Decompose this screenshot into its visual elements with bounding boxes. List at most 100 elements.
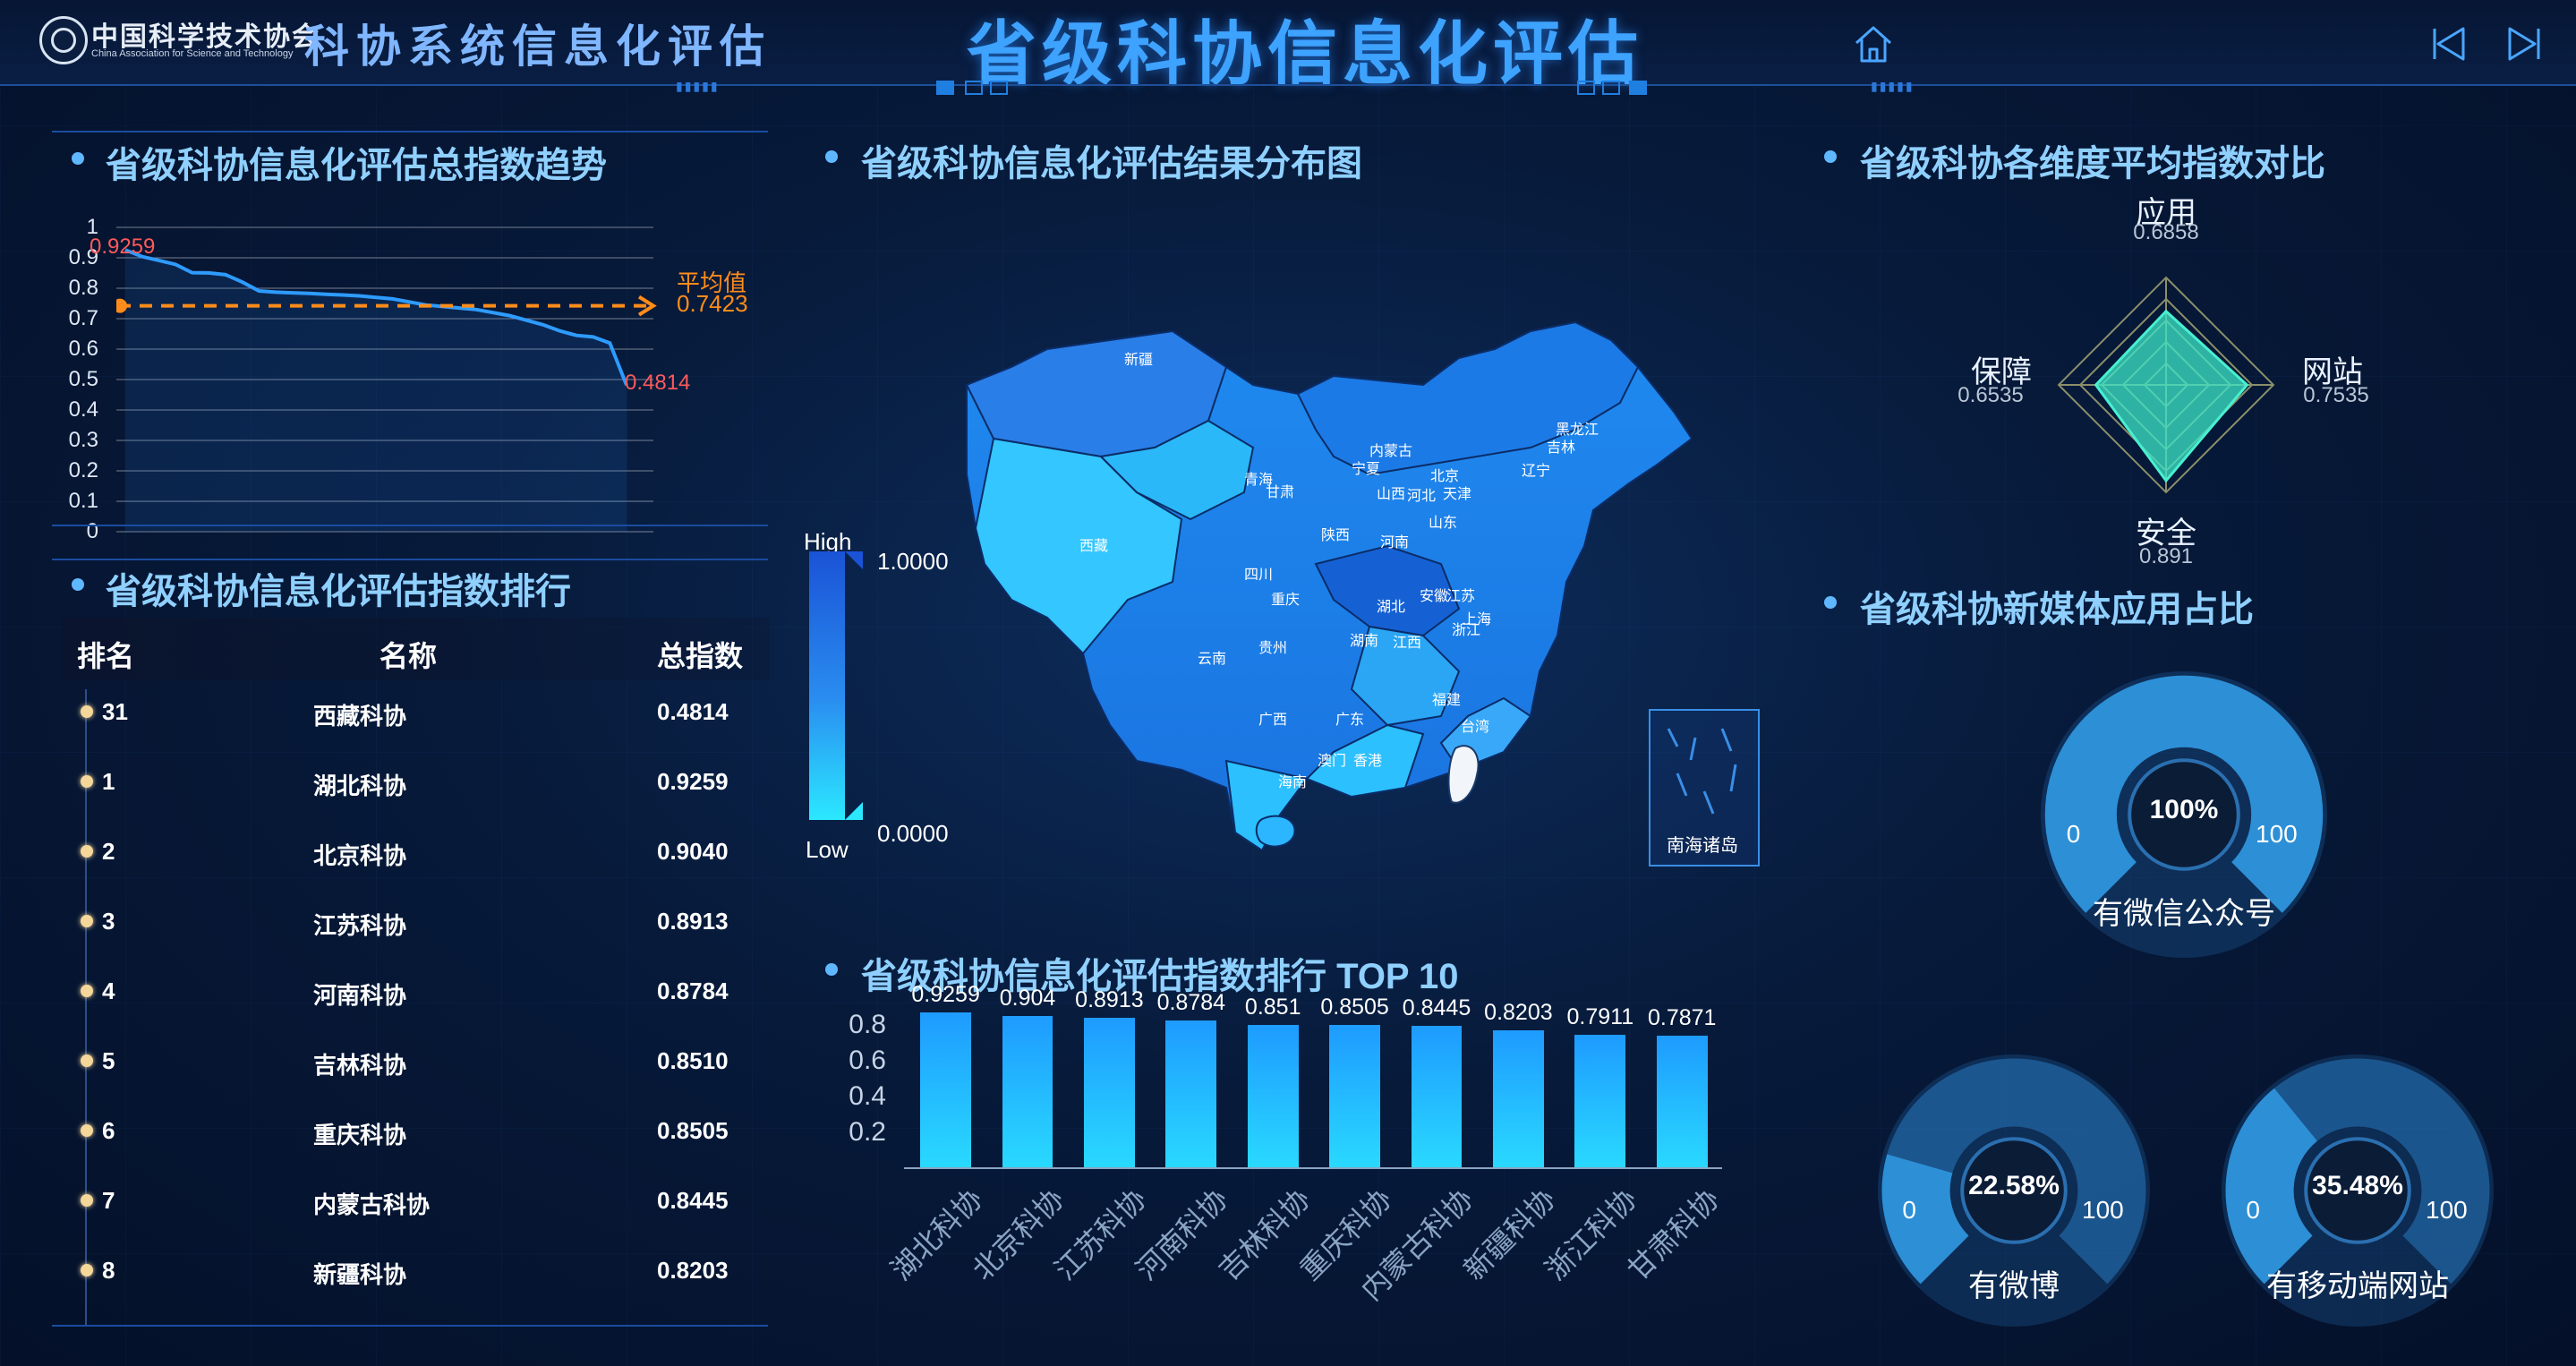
gauge: 22.58% 0 100 有微博 bbox=[1869, 1046, 2159, 1336]
name-cell: 河南科协 bbox=[313, 982, 407, 1009]
gauge-dial bbox=[1878, 1054, 2150, 1327]
org-name: 中国科学技术协会 bbox=[91, 21, 320, 53]
table-row[interactable]: 5 吉林科协 0.8510 bbox=[63, 1046, 770, 1090]
map-label-fujian: 福建 bbox=[1432, 693, 1462, 708]
rank-cell: 3 bbox=[102, 908, 115, 935]
rank-dot-icon bbox=[81, 775, 93, 788]
header-deco-square bbox=[936, 81, 954, 95]
top10-bar[interactable] bbox=[920, 1012, 971, 1167]
top10-bar[interactable] bbox=[1002, 1015, 1053, 1167]
name-cell: 新疆科协 bbox=[313, 1261, 407, 1288]
top10-bar[interactable] bbox=[1329, 1024, 1380, 1167]
rank-dot-icon bbox=[81, 1194, 93, 1207]
gauge-percent: 100% bbox=[2149, 795, 2219, 824]
trend-y-tick: 0.9 bbox=[68, 245, 98, 269]
header-deco-square bbox=[990, 81, 1008, 95]
map-label-jilin: 吉林 bbox=[1547, 440, 1576, 456]
ranking-panel-bottom bbox=[52, 1325, 768, 1327]
trend-y-tick: 0.5 bbox=[68, 367, 98, 391]
trend-panel-bottom bbox=[52, 525, 768, 526]
top10-bar[interactable] bbox=[1165, 1020, 1217, 1167]
map-label-jiangsu: 江苏 bbox=[1446, 589, 1476, 604]
map-label-xinjiang: 新疆 bbox=[1124, 353, 1154, 368]
score-cell: 0.9259 bbox=[657, 768, 729, 795]
top10-bar[interactable] bbox=[1656, 1035, 1708, 1167]
legend-gradient-bar[interactable] bbox=[809, 551, 845, 820]
gauge-fill bbox=[1881, 1154, 1970, 1285]
name-cell: 内蒙古科协 bbox=[313, 1191, 431, 1218]
bullet-icon bbox=[1824, 150, 1837, 163]
trend-y-tick: 0.7 bbox=[68, 306, 98, 330]
name-header: 名称 bbox=[380, 640, 438, 672]
score-cell: 0.4814 bbox=[657, 698, 729, 725]
map-label-hunan: 湖南 bbox=[1350, 634, 1379, 649]
rank-header: 排名 bbox=[77, 640, 135, 672]
score-cell: 0.8784 bbox=[657, 978, 729, 1004]
top10-y-tick: 0.6 bbox=[849, 1046, 886, 1075]
page-title: 省级科协信息化评估 bbox=[967, 14, 1644, 93]
map-region-north bbox=[1296, 320, 1640, 476]
bullet-icon bbox=[72, 152, 84, 165]
skip-back-icon[interactable] bbox=[2427, 23, 2470, 64]
map-label-shanghai: 上海 bbox=[1463, 612, 1492, 628]
map-label-ningxia: 宁夏 bbox=[1352, 462, 1381, 477]
map-region-qinghai bbox=[1098, 419, 1255, 521]
radar-label-wangzhan: 网站 bbox=[2302, 355, 2363, 389]
table-row[interactable]: 8 新疆科协 0.8203 bbox=[63, 1255, 770, 1300]
legend-high-label: High bbox=[804, 528, 852, 555]
ranking-header-row bbox=[63, 618, 770, 680]
legend-min-value: 0.0000 bbox=[877, 820, 949, 847]
trend-line-chart bbox=[116, 226, 657, 533]
table-row[interactable]: 31 西藏科协 0.4814 bbox=[63, 696, 770, 741]
table-row[interactable]: 1 湖北科协 0.9259 bbox=[63, 766, 770, 811]
name-cell: 湖北科协 bbox=[313, 773, 407, 799]
gauge-hub bbox=[2304, 1137, 2411, 1244]
table-row[interactable]: 6 重庆科协 0.8505 bbox=[63, 1115, 770, 1160]
map-label-neimenggu: 内蒙古 bbox=[1369, 444, 1413, 459]
rank-dot-icon bbox=[81, 1264, 93, 1276]
south-sea-islands-icon bbox=[1667, 728, 1737, 815]
top10-bar[interactable] bbox=[1084, 1018, 1135, 1167]
name-cell: 西藏科协 bbox=[313, 703, 407, 730]
top10-bar[interactable] bbox=[1247, 1024, 1299, 1167]
top10-bar[interactable] bbox=[1493, 1029, 1544, 1167]
table-row[interactable]: 4 河南科协 0.8784 bbox=[63, 976, 770, 1020]
trend-area bbox=[125, 250, 627, 532]
trend-average-arrow-icon bbox=[637, 295, 657, 317]
table-row[interactable]: 2 北京科协 0.9040 bbox=[63, 836, 770, 881]
rank-cell: 6 bbox=[102, 1117, 115, 1144]
radar-series-area bbox=[2094, 309, 2249, 483]
score-cell: 0.8913 bbox=[657, 908, 729, 935]
media-title: 省级科协新媒体应用占比 bbox=[1860, 590, 2254, 629]
top10-bar[interactable] bbox=[1574, 1035, 1626, 1167]
home-icon[interactable] bbox=[1851, 21, 1896, 66]
name-cell: 吉林科协 bbox=[313, 1052, 407, 1079]
gauge-label: 有微博 bbox=[1968, 1269, 2060, 1304]
legend-handle-top[interactable] bbox=[845, 551, 863, 569]
map-region-hubei bbox=[1314, 544, 1461, 637]
bullet-icon bbox=[1824, 596, 1837, 609]
top10-bar-value: 0.8913 bbox=[1075, 987, 1144, 1013]
top10-bar[interactable] bbox=[1411, 1026, 1463, 1167]
legend-handle-bottom[interactable] bbox=[845, 802, 863, 820]
gauge-fill bbox=[2044, 675, 2324, 913]
radar-label-yingyong: 应用 bbox=[2136, 196, 2196, 230]
map-label-shanxi: 山西 bbox=[1377, 487, 1406, 502]
top10-x-axis-line bbox=[904, 1167, 1722, 1169]
rank-cell: 31 bbox=[102, 698, 128, 725]
table-row[interactable]: 3 江苏科协 0.8913 bbox=[63, 906, 770, 951]
header-deco-ticks-left: ▮▮▮▮▮ bbox=[676, 79, 720, 93]
rank-cell: 1 bbox=[102, 768, 115, 795]
trend-avg-label: 平均值 bbox=[677, 269, 747, 296]
bullet-icon bbox=[72, 578, 84, 591]
trend-average-marker bbox=[116, 298, 127, 313]
score-cell: 0.9040 bbox=[657, 838, 729, 865]
table-row[interactable]: 7 内蒙古科协 0.8445 bbox=[63, 1185, 770, 1230]
map-label-hubei: 湖北 bbox=[1377, 600, 1406, 615]
skip-forward-icon[interactable] bbox=[2503, 23, 2546, 64]
rank-cell: 8 bbox=[102, 1257, 115, 1284]
header-deco-square bbox=[965, 81, 983, 95]
rank-dot-icon bbox=[81, 845, 93, 858]
map-title: 省级科协信息化评估结果分布图 bbox=[861, 144, 1362, 184]
bullet-icon bbox=[825, 963, 838, 976]
